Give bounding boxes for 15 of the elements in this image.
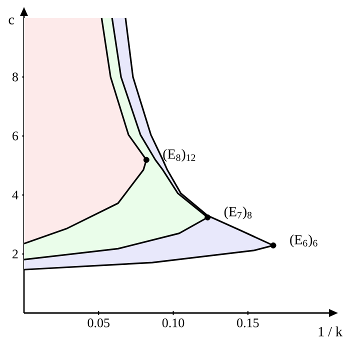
- y-tick-label: 6: [12, 132, 18, 140]
- annotation: (E$_{7}$)$_{8}$: [224, 206, 252, 220]
- x-tick-label: 0.05: [88, 318, 110, 328]
- point: [204, 214, 211, 220]
- y-tick-label: 8: [12, 72, 18, 82]
- point: [143, 156, 150, 163]
- point: [270, 242, 276, 248]
- x-axis-title: 1 / k: [318, 326, 342, 336]
- annotation: (E$_{8}$)$_{12}$: [163, 148, 196, 162]
- x-tick-label: 0.15: [237, 318, 259, 328]
- y-tick-label: 2: [12, 250, 18, 258]
- annotation: (E$_{6}$)$_{6}$: [290, 234, 318, 248]
- x-tick-label: 0.10: [162, 318, 184, 328]
- y-axis-title: c: [8, 18, 14, 24]
- y-tick-label: 4: [12, 190, 18, 200]
